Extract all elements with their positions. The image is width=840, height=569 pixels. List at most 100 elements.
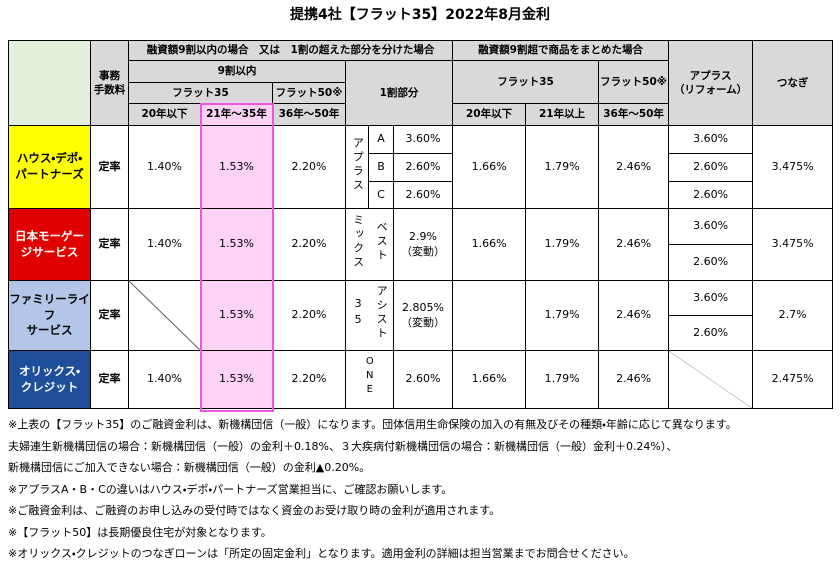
corner <box>8 40 91 126</box>
part-sub: ベスト <box>368 208 394 281</box>
rate: 2.46% <box>598 280 670 351</box>
text: ベスト <box>375 221 389 264</box>
text: ミックス <box>351 214 365 271</box>
text: パートナーズ <box>15 167 84 181</box>
rate: 2.46% <box>598 208 670 281</box>
text: アプラス <box>351 136 365 193</box>
part-rate: 2.805% （変動） <box>392 280 454 351</box>
rate: 2.20% <box>272 125 346 209</box>
text: クレジット <box>20 379 79 394</box>
company: ハウス・デポ・ パートナーズ <box>8 125 91 209</box>
text: 日本モーゲー <box>15 228 84 243</box>
fee: 定率 <box>90 280 129 351</box>
text: オリックス・ <box>18 363 81 378</box>
part-label: 35 <box>345 280 369 351</box>
rate: 2.20% <box>272 280 346 351</box>
note: ※【フラット50】は長期優良住宅が対象となります。 <box>8 525 272 539</box>
tsunagi-head: つなぎ <box>752 40 834 126</box>
aplus-rate: 2.60% <box>668 181 754 209</box>
tsunagi: 2.7% <box>752 280 834 351</box>
rate: 2.20% <box>272 208 346 281</box>
part-rate: 2.60% <box>392 350 454 409</box>
rate: 2.46% <box>598 125 670 209</box>
note: ※オリックス・クレジットのつなぎローンは「所定の固定金利」となります。適用金利の… <box>8 547 635 560</box>
term: 21年～35年 <box>200 103 273 126</box>
rate: 1.79% <box>525 208 600 281</box>
part-rate: 3.60% <box>392 125 454 154</box>
head: フラット35 <box>452 60 600 104</box>
note: ※ご融資金利は、ご融資のお申し込みの受付時ではなく資金のお受け取り時の金利が適用… <box>8 504 501 517</box>
term: 36年～50年 <box>598 103 670 126</box>
head: フラット50※ <box>272 82 346 104</box>
rate: 1.40% <box>128 125 201 209</box>
notes: ※上表の【フラット35】のご融資金利は、新機構団信（一般）になります。団体信用生… <box>8 414 737 565</box>
fee: 定率 <box>90 125 129 209</box>
rate: 1.79% <box>525 125 600 209</box>
company: 日本モーゲー ジサービス <box>8 208 91 281</box>
aplus-rate: 2.60% <box>668 244 754 281</box>
text: 2.805% <box>402 300 444 314</box>
rate: 1.66% <box>452 350 527 409</box>
tsunagi: 3.475% <box>752 208 834 281</box>
diagonal-cell <box>668 350 754 409</box>
aplus-rate: 2.60% <box>668 153 754 182</box>
text: 2.9% <box>409 229 437 243</box>
note: ※上表の【フラット35】のご融資金利は、新機構団信（一般）になります。団体信用生… <box>8 418 737 431</box>
term: 21年以上 <box>525 103 600 126</box>
text: 35 <box>351 297 365 330</box>
text: ファミリーライフ <box>9 292 90 322</box>
text: （変動） <box>401 244 446 258</box>
company: オリックス・ クレジット <box>8 350 91 409</box>
head: フラット50※ <box>598 60 670 104</box>
text: アプラス <box>689 69 732 82</box>
term: 20年以下 <box>452 103 527 126</box>
part-rate: 2.60% <box>392 181 454 209</box>
rate: 1.66% <box>452 125 527 209</box>
note: 新機構団信にご加入できない場合：新機構団信（一般）の金利▲0.20%。 <box>8 461 371 474</box>
part-sub: C <box>368 181 394 209</box>
rate: 1.40% <box>128 350 201 409</box>
title: 提携4社【フラット35】2022年8月金利 <box>290 7 550 23</box>
text: （リフォーム） <box>673 84 748 96</box>
note: 夫婦連生新機構団信の場合：新機構団信（一般）の金利＋0.18%、３大疾病付新機構… <box>8 439 678 453</box>
text: 事務 <box>99 69 120 82</box>
fee-head: 事務 手数料 <box>90 40 129 126</box>
aplus-rate: 3.60% <box>668 280 754 316</box>
rate: 1.53% <box>200 280 273 351</box>
part-label: ミックス <box>345 208 369 281</box>
rate: 2.46% <box>598 350 670 409</box>
tsunagi: 3.475% <box>752 125 834 209</box>
text: （変動） <box>401 315 446 329</box>
text: ハウス・デポ・ <box>16 151 83 166</box>
part-sub: A <box>368 125 394 154</box>
head: 9割以内 <box>128 60 346 83</box>
text: 手数料 <box>93 84 126 96</box>
part-sub: アシスト <box>368 280 394 351</box>
part-rate: 2.9% （変動） <box>392 208 454 281</box>
rate: 1.79% <box>525 280 600 351</box>
head: フラット35 <box>128 82 273 104</box>
note: ※アプラスA・B・Cの違いはハウス・デポ・パートナーズ営業担当に、ご確認お願いし… <box>8 482 453 496</box>
part-sub: B <box>368 153 394 182</box>
term: 36年～50年 <box>272 103 346 126</box>
company: ファミリーライフ サービス <box>8 280 91 351</box>
aplus-rate: 2.60% <box>668 315 754 351</box>
group-head: 融資額9割以内の場合 又は 1割の超えた部分を分けた場合 <box>127 40 454 61</box>
rate: 2.20% <box>272 350 346 409</box>
rate: 1.79% <box>525 350 600 409</box>
group-head: 融資額9割超で商品をまとめた場合 <box>452 40 670 61</box>
term: 20年以下 <box>128 103 201 126</box>
part-label: アプラス <box>345 125 369 209</box>
rate: 1.53% <box>200 208 273 281</box>
fee: 定率 <box>90 350 129 409</box>
rate: 1.40% <box>128 208 201 281</box>
head: 1割部分 <box>344 60 454 126</box>
tsunagi: 2.475% <box>752 350 834 409</box>
aplus-head: アプラス （リフォーム） <box>668 40 754 126</box>
text: アシスト <box>375 285 389 342</box>
aplus-rate: 3.60% <box>668 125 754 154</box>
aplus-rate: 3.60% <box>668 208 754 245</box>
rate: 1.66% <box>452 208 527 281</box>
diagonal-cell <box>128 280 201 351</box>
